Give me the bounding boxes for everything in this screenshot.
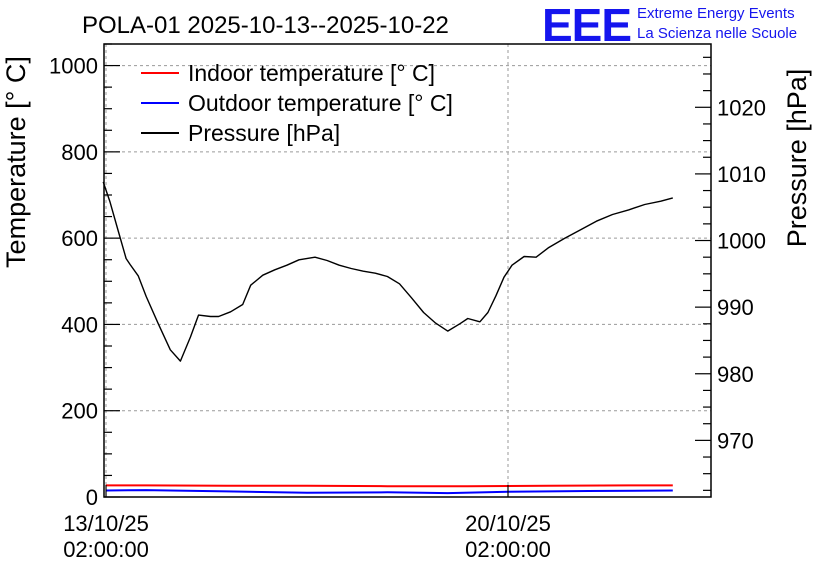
logo-line-2: La Scienza nelle Scuole bbox=[637, 25, 797, 42]
x-tick-label-time: 02:00:00 bbox=[63, 537, 149, 562]
logo-line-1: Extreme Energy Events bbox=[637, 5, 795, 22]
x-tick-label-date: 20/10/25 bbox=[465, 511, 551, 536]
y-tick-label: 1000 bbox=[49, 54, 98, 79]
legend-label: Pressure [hPa] bbox=[188, 120, 340, 146]
legend-label: Outdoor temperature [° C] bbox=[188, 90, 453, 116]
y2-tick-label: 1000 bbox=[717, 229, 766, 254]
eee-logo-mark: EEE bbox=[542, 0, 631, 51]
series-layer bbox=[102, 181, 673, 495]
y-tick-label: 0 bbox=[86, 485, 98, 510]
x-tick-label-date: 13/10/25 bbox=[63, 511, 149, 536]
y-tick-label: 400 bbox=[61, 312, 98, 337]
y-tick-label: 800 bbox=[61, 140, 98, 165]
grid bbox=[104, 44, 711, 497]
series-line-3 bbox=[102, 181, 673, 362]
y-axis-label: Temperature [° C] bbox=[1, 56, 31, 268]
y2-tick-label: 970 bbox=[717, 428, 754, 453]
x-tick-label-time: 02:00:00 bbox=[465, 537, 551, 562]
tick-layer: 0 200 400 600 800 1000 970 980 990 1000 1010 1020 13… bbox=[49, 43, 766, 562]
plot-frame bbox=[103, 43, 712, 498]
eee-logo: EEE Extreme Energy Events La Scienza nel… bbox=[542, 0, 797, 51]
legend-label: Indoor temperature [° C] bbox=[188, 60, 435, 86]
axes bbox=[103, 43, 712, 498]
y2-tick-label: 980 bbox=[717, 362, 754, 387]
y2-tick-label: 1010 bbox=[717, 162, 766, 187]
y-tick-label: 600 bbox=[61, 226, 98, 251]
y2-tick-label: 1020 bbox=[717, 95, 766, 120]
chart-title: POLA-01 2025-10-13--2025-10-22 bbox=[82, 12, 449, 39]
y2-axis-label: Pressure [hPa] bbox=[782, 69, 812, 248]
series-line-2 bbox=[105, 489, 673, 495]
legend: Indoor temperature [° C] Outdoor temperat… bbox=[141, 60, 453, 146]
y2-tick-label: 990 bbox=[717, 295, 754, 320]
y-tick-label: 200 bbox=[61, 399, 98, 424]
series-line-1 bbox=[106, 484, 673, 488]
